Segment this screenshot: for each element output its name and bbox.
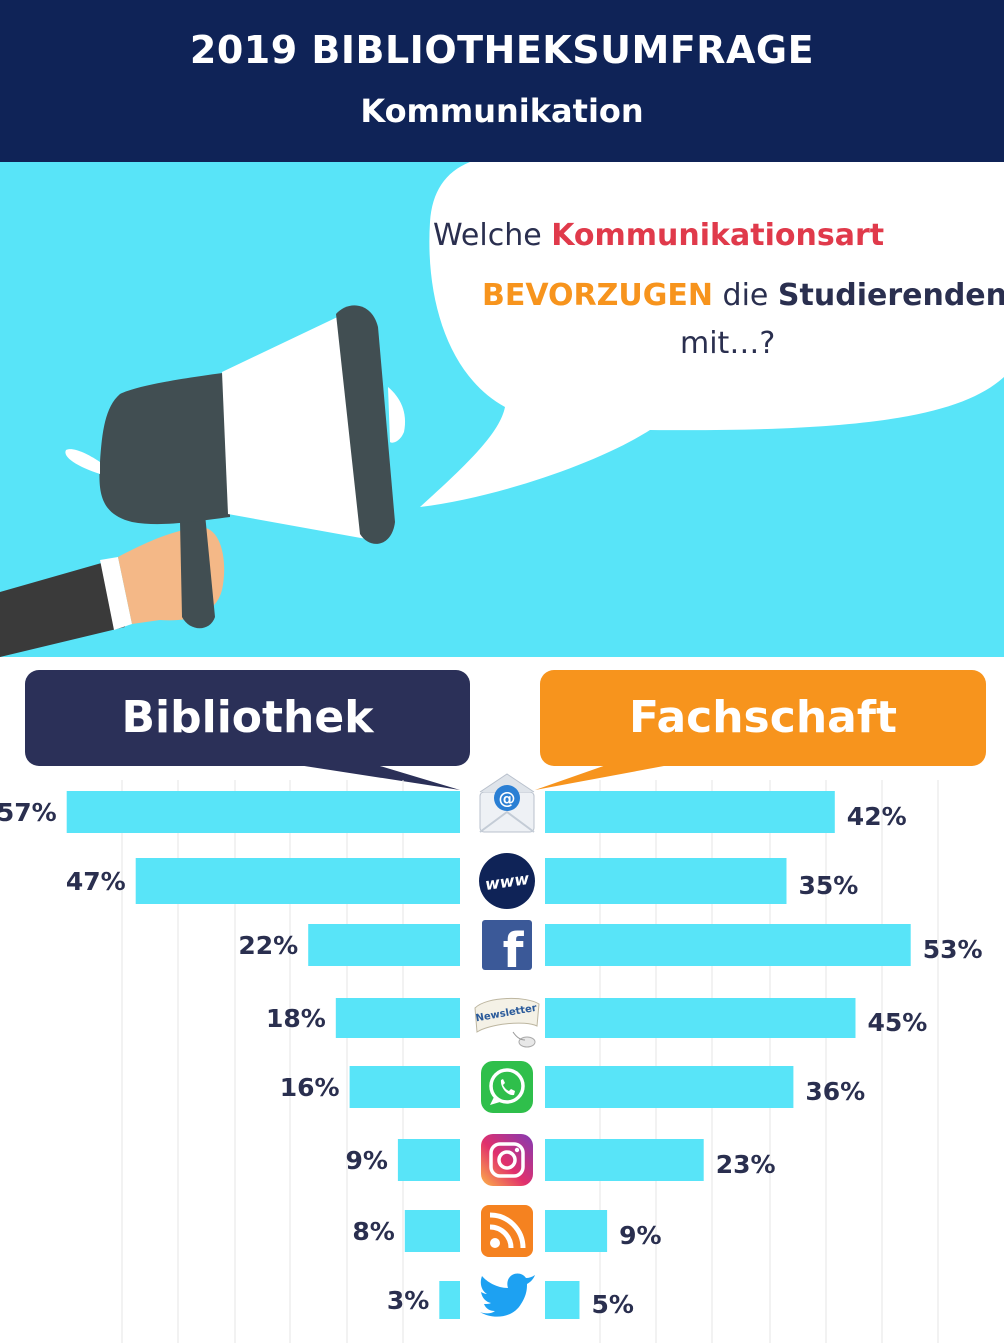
megaphone-bell (336, 305, 395, 544)
bar-fachschaft (545, 791, 835, 833)
question-text-bevorzugen: BEVORZUGEN (482, 278, 713, 313)
fachschaft-tag: Fachschaft (540, 670, 986, 766)
instagram-icon (481, 1134, 533, 1186)
bar-bibliothek (439, 1281, 460, 1319)
value-label-fachschaft: 5% (592, 1290, 634, 1319)
bar-bibliothek (349, 1066, 460, 1108)
question-line-1: Welche Kommunikationsart (433, 218, 884, 253)
page-title: 2019 BIBLIOTHEKSUMFRAGE (189, 28, 815, 72)
bar-bibliothek (397, 1139, 460, 1181)
bar-fachschaft (545, 858, 787, 904)
value-label-bibliothek: 3% (387, 1286, 429, 1315)
svg-text:f: f (503, 923, 525, 979)
value-label-fachschaft: 36% (805, 1077, 865, 1106)
value-label-fachschaft: 53% (923, 935, 983, 964)
value-label-bibliothek: 18% (266, 1004, 326, 1033)
value-label-bibliothek: 57% (0, 798, 57, 827)
bar-fachschaft (545, 1139, 704, 1181)
twitter-icon (480, 1273, 535, 1317)
bar-bibliothek (135, 858, 460, 904)
newsletter-icon: Newsletter (474, 997, 540, 1048)
value-label-fachschaft: 42% (847, 802, 907, 831)
megaphone-back (99, 372, 230, 525)
tag-pointers (285, 763, 680, 790)
bibliothek-tag: Bibliothek (25, 670, 470, 766)
facebook-icon: f (482, 920, 532, 979)
bar-fachschaft (545, 1210, 608, 1252)
bar-fachschaft (545, 998, 856, 1038)
header-banner: 2019 BIBLIOTHEKSUMFRAGE Kommunikation (0, 0, 1004, 162)
bar-bibliothek (404, 1210, 460, 1252)
value-label-fachschaft: 23% (716, 1150, 776, 1179)
value-label-bibliothek: 9% (345, 1146, 387, 1175)
svg-text:@: @ (499, 789, 516, 809)
question-line-3: mit…? (680, 326, 776, 361)
value-label-bibliothek: 16% (280, 1073, 340, 1102)
question-text-welche: Welche (433, 218, 552, 253)
megaphone-illustration (0, 162, 1004, 657)
question-text-die: die (713, 278, 778, 313)
value-label-bibliothek: 22% (238, 931, 298, 960)
value-label-fachschaft: 9% (619, 1221, 661, 1250)
rss-icon (481, 1205, 533, 1257)
diverging-bar-chart: 57% 42% @47% 35% www 22% 53% f 18% 45% Newsletter 1… (0, 773, 983, 1343)
value-label-fachschaft: 45% (868, 1008, 928, 1037)
bar-fachschaft (545, 1281, 580, 1319)
megaphone-cone (222, 312, 372, 540)
bar-fachschaft (545, 924, 911, 966)
bar-bibliothek (308, 924, 460, 966)
sleeve-shape (0, 562, 125, 657)
question-text-studierenden: Studierenden (777, 278, 1004, 313)
page-subtitle: Kommunikation (360, 92, 644, 130)
value-label-bibliothek: 47% (66, 867, 126, 896)
value-label-bibliothek: 8% (352, 1217, 394, 1246)
bar-fachschaft (545, 1066, 794, 1108)
question-text-kommunikationsart: Kommunikationsart (551, 218, 885, 253)
value-label-fachschaft: 35% (799, 871, 859, 900)
www-icon: www (479, 853, 535, 909)
question-line-2: BEVORZUGEN die Studierenden (482, 278, 1004, 313)
bar-bibliothek (66, 791, 460, 833)
hero-illustration: Welche Kommunikationsart BEVORZUGEN die … (0, 162, 1004, 657)
bar-bibliothek (335, 998, 460, 1038)
whatsapp-icon (481, 1061, 533, 1113)
email-icon: @ (479, 773, 535, 833)
